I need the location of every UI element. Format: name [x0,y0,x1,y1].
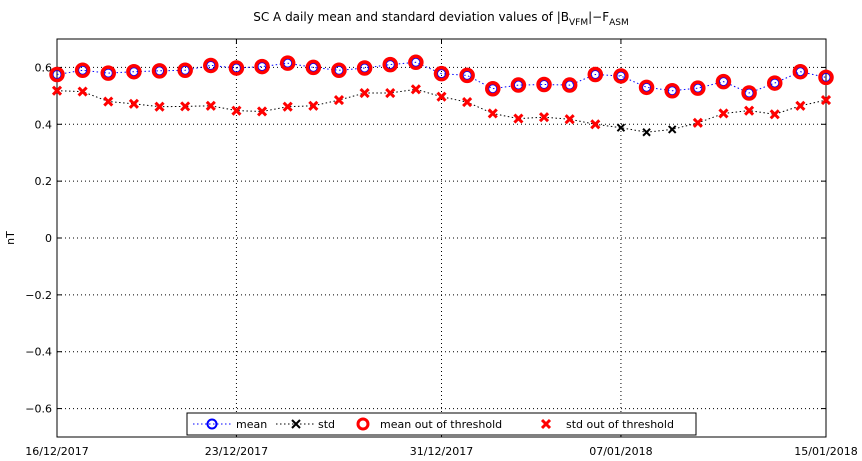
legend-mean-label: mean [236,418,267,431]
mean-out-of-threshold-point [459,67,475,84]
mean-out-of-threshold-point [100,65,117,81]
mean-out-of-threshold-point [510,77,527,93]
mean-out-of-threshold-point [536,76,552,93]
std-out-of-threshold-point [795,100,806,111]
x-tick-label: 23/12/2017 [205,445,268,458]
std-out-of-threshold-point [436,91,447,102]
mean-out-of-threshold-point [690,80,706,96]
chart-title: SC A daily mean and standard deviation v… [253,10,629,28]
legend: mean std mean out of threshold std out o… [186,412,697,436]
y-tick-label: −0.4 [25,346,52,359]
std-out-of-threshold-point [744,105,755,116]
std-out-of-threshold-point [103,96,114,107]
mean-out-of-threshold-point [587,66,604,83]
legend-mean-marker [206,418,218,430]
x-tick-label: 15/01/2018 [794,445,857,458]
mean-out-of-threshold-point [382,56,398,73]
std-out-of-threshold-point [462,97,473,108]
mean-out-of-threshold-point [766,75,783,91]
mean-out-of-threshold-point [408,54,424,71]
std-out-of-threshold-point [51,85,63,96]
std-out-of-threshold-point [257,106,268,117]
std-out-of-threshold-point [769,109,780,120]
mean-out-of-threshold-point [433,65,450,82]
mean-out-of-threshold-point [561,77,578,93]
std-out-of-threshold-point [718,108,729,119]
x-tick-label: 07/01/2018 [589,445,652,458]
x-tick-label: 31/12/2017 [410,445,473,458]
y-tick-label: −0.2 [25,289,52,302]
mean-out-of-threshold-point [126,63,142,80]
mean-out-of-threshold-point [254,58,270,75]
y-tick-label: 0.2 [35,175,53,188]
y-axis-label: nT [4,231,17,245]
x-axis-ticks: 16/12/2017 23/12/2017 31/12/2017 07/01/2018… [25,39,858,458]
mean-out-of-threshold-point [151,63,168,79]
std-out-of-threshold-point [692,117,703,128]
std-out-of-threshold-point [282,101,293,112]
series-layer [49,54,834,137]
y-axis-ticks: −0.6 −0.4 −0.2 0 0.2 0.4 0.6 [25,61,826,416]
std-out-of-threshold-point [205,100,216,111]
mean-out-of-threshold-point [715,73,732,90]
legend-std-label: std [318,418,335,431]
std-out-of-threshold-point [820,95,832,106]
mean-out-of-threshold-point [356,60,373,76]
legend-mean-out-marker [356,417,370,431]
y-tick-label: −0.6 [25,403,52,416]
mean-out-of-threshold-point [177,62,193,79]
mean-out-of-threshold-point [741,85,757,101]
mean-out-of-threshold-point [818,69,834,86]
mean-out-of-threshold-point [74,62,91,79]
std-out-of-threshold-point [513,113,524,124]
std-point [642,128,651,137]
legend-std-out-marker [540,418,552,430]
mean-out-of-threshold-point [228,60,245,76]
mean-out-of-threshold-point [613,68,629,84]
y-tick-label: 0.6 [35,61,53,74]
x-tick-label: 16/12/2017 [25,445,88,458]
mean-series-line [56,61,827,94]
legend-box [186,412,697,436]
std-out-of-threshold-point [385,87,396,99]
std-out-of-threshold-point [154,101,165,112]
grid-lines [56,39,827,437]
std-out-of-threshold-point [590,119,601,130]
std-out-of-threshold-point [359,87,370,99]
std-out-of-threshold-point [487,108,498,119]
mean-out-of-threshold-point [792,63,809,80]
std-out-of-threshold-point [231,105,242,116]
legend-std-out-label: std out of threshold [566,418,674,431]
std-out-of-threshold-point [410,84,421,95]
legend-std-marker [291,419,301,429]
std-out-of-threshold-point [538,112,550,123]
y-tick-label: 0.4 [35,118,53,131]
std-point [667,125,677,134]
std-out-of-threshold-point [333,95,345,106]
std-out-of-threshold-point [308,100,319,111]
mean-out-of-threshold-point [49,66,65,83]
legend-mean-out-label: mean out of threshold [380,418,502,431]
y-tick-label: 0 [45,232,52,245]
mean-out-of-threshold-point [664,82,680,99]
mean-out-of-threshold-point [203,57,219,74]
std-point [616,123,626,132]
mean-out-of-threshold-point [331,62,347,79]
mean-out-of-threshold-point [485,81,501,97]
mean-out-of-threshold-point [279,55,296,71]
mean-out-of-threshold-point [305,59,322,76]
std-out-of-threshold-point [564,114,575,125]
mean-out-of-threshold-point [638,79,655,96]
std-out-of-threshold-point [77,86,88,97]
std-out-of-threshold-point [180,101,191,112]
std-out-of-threshold-point [128,98,139,109]
